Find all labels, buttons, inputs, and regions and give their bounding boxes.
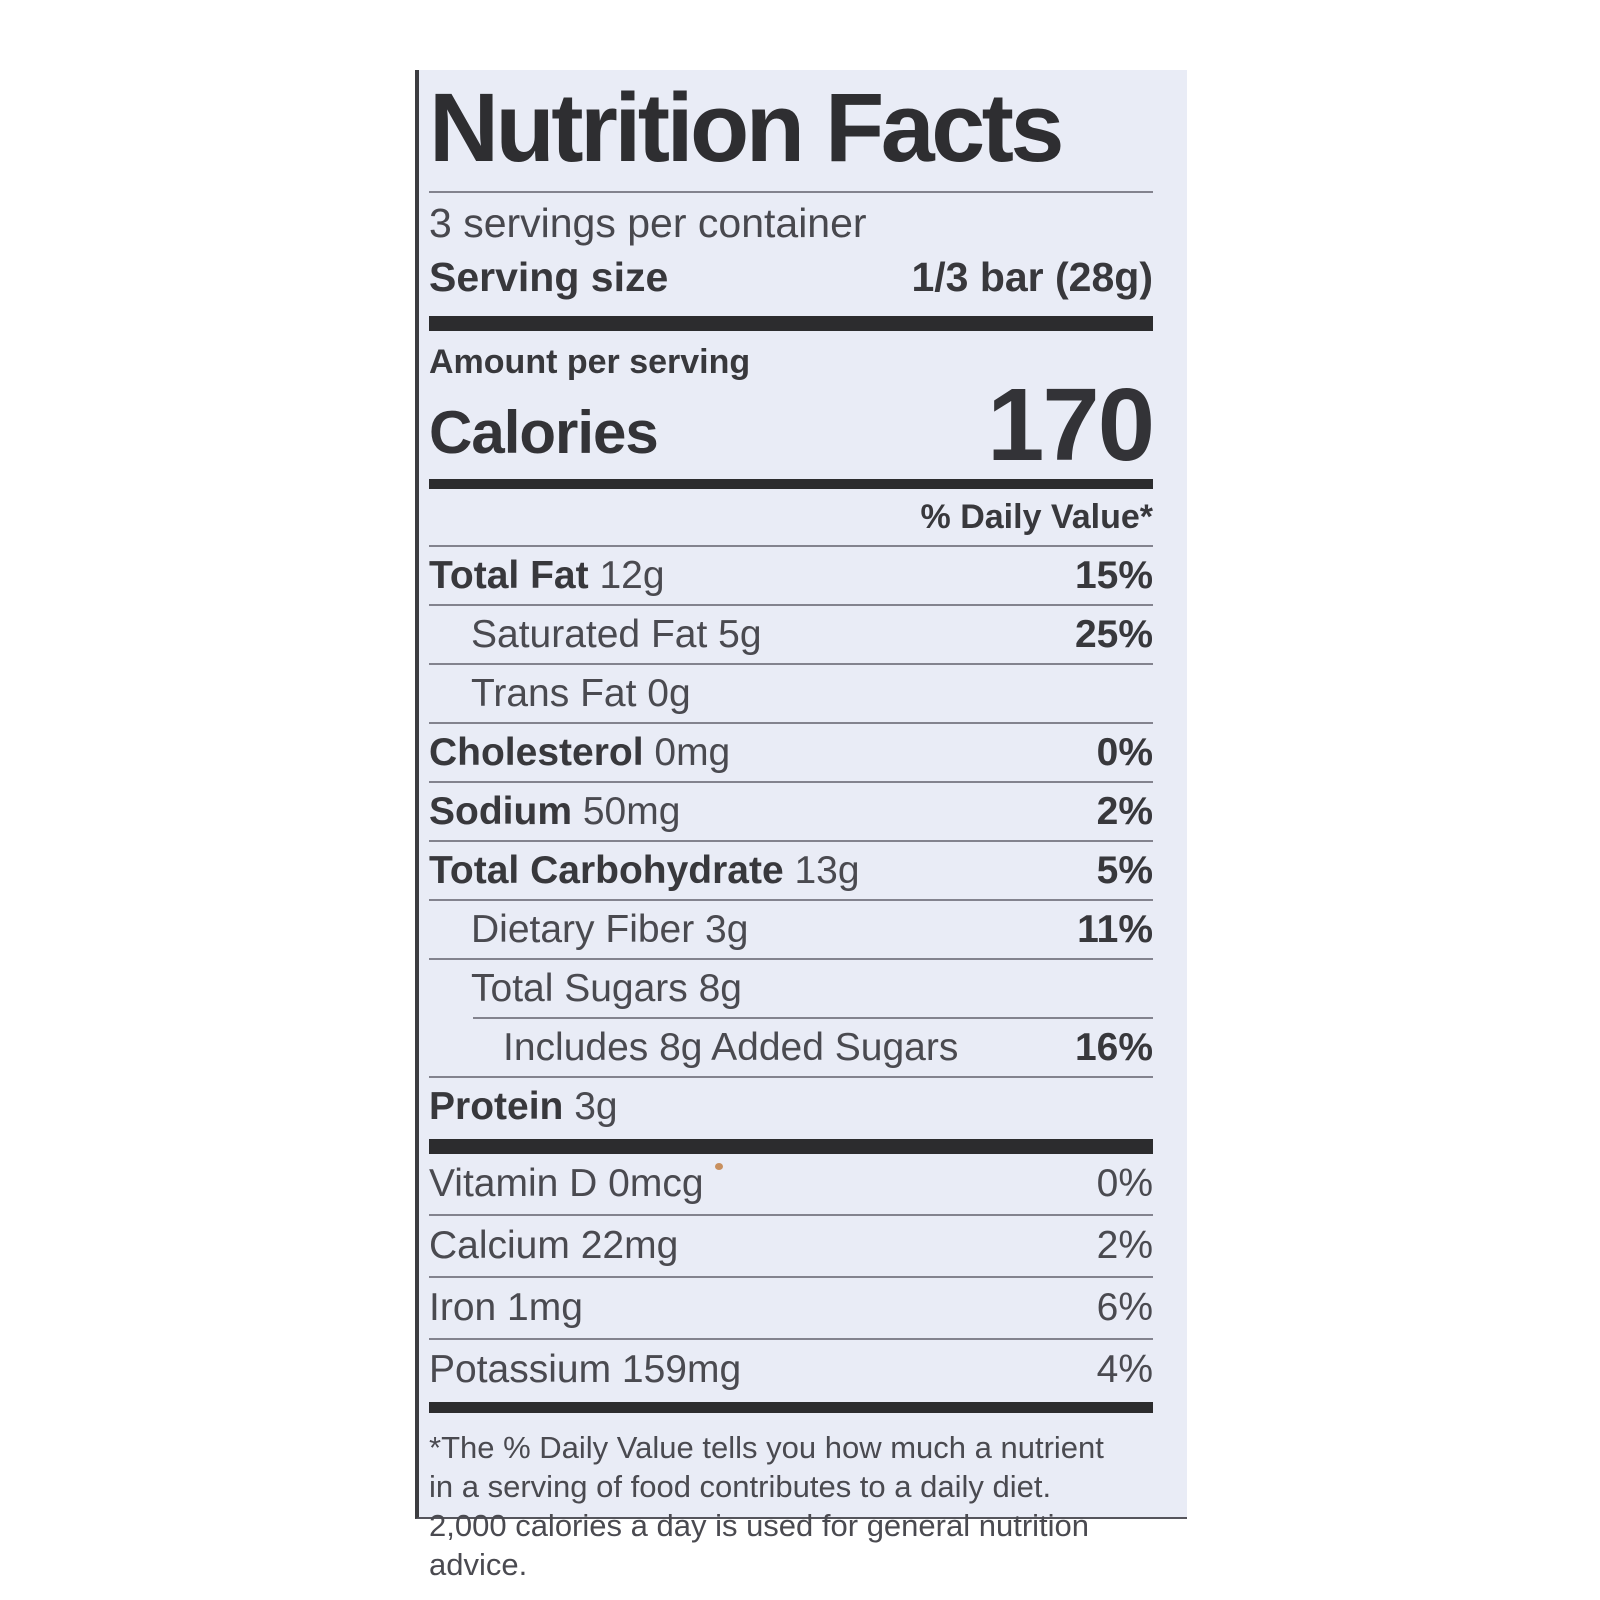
nutrient-row-total-fat: Total Fat 12g 15% — [429, 545, 1153, 604]
micronutrient-dv: 0% — [1096, 1162, 1153, 1205]
serving-size-label: Serving size — [429, 254, 669, 300]
nutrient-amount: 0mg — [643, 731, 731, 774]
micronutrient-row-iron: Iron 1mg 6% — [429, 1276, 1153, 1338]
nutrient-dv: 0% — [1096, 731, 1153, 774]
nutrient-row-sodium: Sodium 50mg 2% — [429, 781, 1153, 840]
calories-label: Calories — [429, 399, 659, 466]
nutrient-amount: Includes 8g Added Sugars — [503, 1026, 959, 1069]
daily-value-footnote: *The % Daily Value tells you how much a … — [429, 1430, 1104, 1582]
micronutrient-row-calcium: Calcium 22mg 2% — [429, 1214, 1153, 1276]
nutrient-name: Total Fat — [429, 554, 589, 597]
divider-medium — [429, 479, 1153, 489]
calories-value: 170 — [987, 367, 1155, 483]
nutrient-amount: 12g — [588, 554, 665, 597]
nutrient-amount: 13g — [783, 849, 860, 892]
divider-thin — [429, 191, 1153, 193]
nutrient-amount: Dietary Fiber 3g — [471, 908, 749, 951]
nutrient-row-trans-fat: Trans Fat 0g — [429, 663, 1153, 722]
scan-artifact-dot — [715, 1163, 723, 1170]
micronutrient-row-vitamin-d: Vitamin D 0mcg 0% — [429, 1154, 1153, 1214]
nutrient-row-total-sugars: Total Sugars 8g — [429, 958, 1153, 1017]
nutrient-amount: 3g — [563, 1085, 618, 1128]
micronutrient-section: Vitamin D 0mcg 0% Calcium 22mg 2% Iron 1… — [429, 1154, 1153, 1400]
micronutrient-dv: 2% — [1096, 1224, 1153, 1267]
nutrient-dv: 15% — [1074, 554, 1153, 597]
micronutrient-name: Calcium 22mg — [429, 1224, 679, 1267]
nutrient-dv: 11% — [1077, 908, 1153, 951]
label-title: Nutrition Facts — [429, 73, 1064, 182]
nutrient-row-cholesterol: Cholesterol 0mg 0% — [429, 722, 1153, 781]
nutrient-dv: 5% — [1096, 849, 1153, 892]
nutrient-amount: Saturated Fat 5g — [471, 613, 762, 656]
serving-size-row: Serving size 1/3 bar (28g) — [429, 250, 1153, 305]
serving-size-value: 1/3 bar (28g) — [911, 254, 1153, 300]
daily-value-header: % Daily Value* — [920, 498, 1153, 536]
nutrient-row-saturated-fat: Saturated Fat 5g 25% — [429, 604, 1153, 663]
nutrient-name: Total Carbohydrate — [429, 849, 784, 892]
nutrient-name: Cholesterol — [429, 731, 644, 774]
nutrient-row-dietary-fiber: Dietary Fiber 3g 11% — [429, 899, 1153, 958]
nutrient-name: Protein — [429, 1085, 564, 1128]
micronutrient-row-potassium: Potassium 159mg 4% — [429, 1338, 1153, 1400]
nutrient-amount: 50mg — [572, 790, 681, 833]
nutrient-dv: 25% — [1074, 613, 1153, 656]
servings-per-container: 3 servings per container — [429, 200, 867, 246]
nutrient-name: Sodium — [429, 790, 572, 833]
nutrient-dv: 2% — [1096, 790, 1153, 833]
micronutrient-name: Vitamin D 0mcg — [429, 1162, 704, 1205]
micronutrient-dv: 6% — [1096, 1286, 1153, 1329]
micronutrient-dv: 4% — [1096, 1348, 1153, 1391]
nutrient-row-added-sugars: Includes 8g Added Sugars 16% — [473, 1017, 1153, 1076]
divider-thick — [429, 1139, 1153, 1154]
nutrient-amount: Trans Fat 0g — [471, 672, 691, 715]
nutrient-amount: Total Sugars 8g — [471, 967, 743, 1010]
nutrient-dv: 16% — [1074, 1026, 1153, 1069]
divider-medium — [429, 1402, 1153, 1413]
amount-per-serving: Amount per serving — [429, 343, 751, 381]
micronutrient-name: Iron 1mg — [429, 1286, 583, 1329]
nutrient-row-total-carbohydrate: Total Carbohydrate 13g 5% — [429, 840, 1153, 899]
micronutrient-name: Potassium 159mg — [429, 1348, 742, 1391]
nutrient-row-protein: Protein 3g — [429, 1076, 1153, 1135]
divider-thick — [429, 316, 1153, 331]
nutrition-facts-label: Nutrition Facts 3 servings per container… — [415, 70, 1187, 1582]
calories-row: Calories 170 — [429, 374, 1155, 476]
